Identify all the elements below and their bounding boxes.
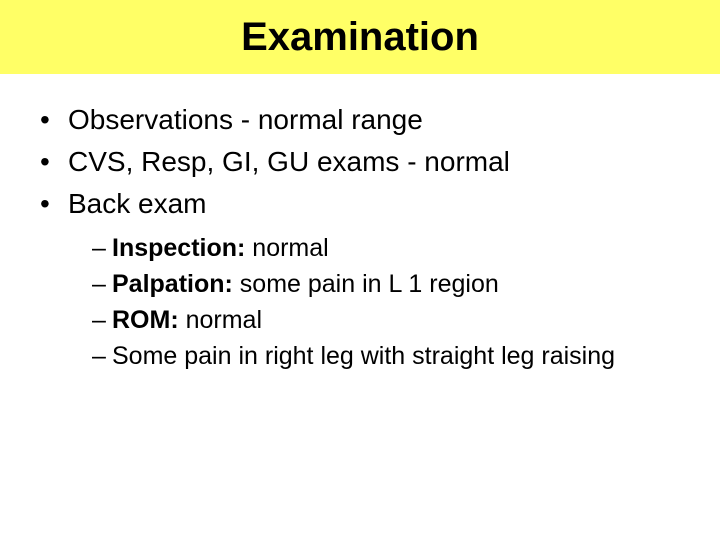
sub-text: ROM: normal: [112, 304, 262, 336]
sub-item: – Palpation: some pain in L 1 region: [92, 268, 700, 300]
bullet-text: Back exam: [68, 186, 207, 222]
sub-text: Inspection: normal: [112, 232, 329, 264]
title-bar: Examination: [0, 0, 720, 74]
bullet-item: • CVS, Resp, GI, GU exams - normal: [20, 144, 700, 180]
sub-text: Some pain in right leg with straight leg…: [112, 340, 615, 372]
bullet-marker: •: [40, 186, 68, 222]
sub-label: ROM:: [112, 306, 179, 334]
sub-list: – Inspection: normal – Palpation: some p…: [20, 228, 700, 372]
dash-marker: –: [92, 268, 112, 300]
sub-text: Palpation: some pain in L 1 region: [112, 268, 499, 300]
sub-label: Inspection:: [112, 234, 245, 262]
bullet-text: CVS, Resp, GI, GU exams - normal: [68, 144, 510, 180]
bullet-marker: •: [40, 102, 68, 138]
sub-item: – ROM: normal: [92, 304, 700, 336]
sub-item: – Inspection: normal: [92, 232, 700, 264]
sub-label: Palpation:: [112, 270, 233, 298]
bullet-text: Observations - normal range: [68, 102, 423, 138]
bullet-item: • Observations - normal range: [20, 102, 700, 138]
bullet-marker: •: [40, 144, 68, 180]
bullet-item: • Back exam: [20, 186, 700, 222]
sub-item: – Some pain in right leg with straight l…: [92, 340, 700, 372]
sub-value: normal: [245, 234, 328, 262]
dash-marker: –: [92, 304, 112, 336]
content-area: • Observations - normal range • CVS, Res…: [0, 74, 720, 372]
sub-value: Some pain in right leg with straight leg…: [112, 342, 615, 370]
slide-title: Examination: [241, 15, 479, 60]
sub-value: normal: [179, 306, 262, 334]
dash-marker: –: [92, 340, 112, 372]
dash-marker: –: [92, 232, 112, 264]
sub-value: some pain in L 1 region: [233, 270, 499, 298]
